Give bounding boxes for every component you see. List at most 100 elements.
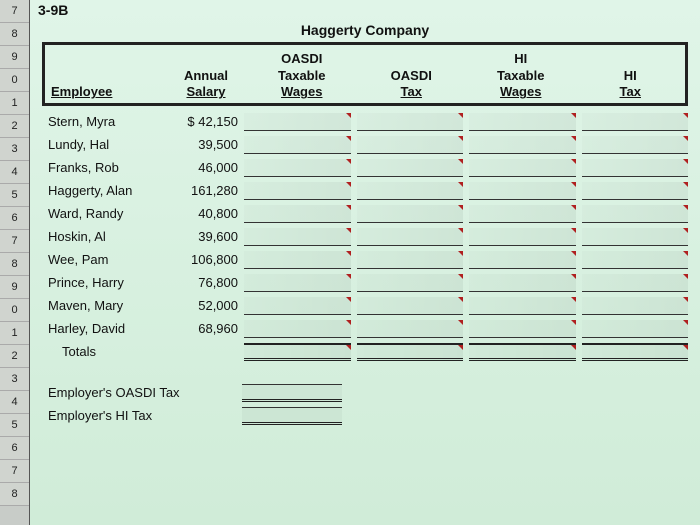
fill-cells	[244, 274, 688, 292]
table-row: Prince, Harry76,800	[42, 271, 688, 294]
row-number[interactable]: 5	[0, 414, 29, 437]
input-cell[interactable]	[582, 251, 689, 269]
input-cell[interactable]	[244, 205, 351, 223]
input-cell[interactable]	[244, 320, 351, 338]
data-body: Stern, Myra$ 42,150Lundy, Hal39,500Frank…	[42, 110, 688, 363]
row-number[interactable]: 1	[0, 92, 29, 115]
input-cell[interactable]	[357, 228, 464, 246]
input-cell[interactable]	[357, 159, 464, 177]
employee-name: Maven, Mary	[42, 298, 162, 313]
row-number[interactable]: 1	[0, 322, 29, 345]
input-cell[interactable]	[357, 182, 464, 200]
input-cell[interactable]	[244, 297, 351, 315]
input-cell[interactable]	[244, 182, 351, 200]
row-number[interactable]: 0	[0, 299, 29, 322]
input-cell[interactable]	[357, 297, 464, 315]
row-number[interactable]: 2	[0, 345, 29, 368]
table-row: Ward, Randy40,800	[42, 202, 688, 225]
col-hi-tax: HI Tax	[576, 45, 686, 103]
row-number[interactable]: 4	[0, 161, 29, 184]
input-cell[interactable]	[582, 320, 689, 338]
totals-cell[interactable]	[469, 343, 576, 361]
input-cell[interactable]	[469, 320, 576, 338]
input-cell[interactable]	[582, 136, 689, 154]
table-row: Stern, Myra$ 42,150	[42, 110, 688, 133]
annual-salary: 52,000	[162, 298, 244, 313]
input-cell[interactable]	[357, 251, 464, 269]
input-cell[interactable]	[469, 159, 576, 177]
employee-name: Ward, Randy	[42, 206, 162, 221]
col-oasdi-tax: OASDI Tax	[357, 45, 467, 103]
input-cell[interactable]	[244, 274, 351, 292]
input-cell[interactable]	[244, 159, 351, 177]
input-cell[interactable]	[469, 251, 576, 269]
row-number[interactable]: 8	[0, 483, 29, 506]
row-number[interactable]: 6	[0, 207, 29, 230]
input-cell[interactable]	[582, 113, 689, 131]
employee-name: Prince, Harry	[42, 275, 162, 290]
employer-hi-cell[interactable]	[242, 407, 342, 425]
input-cell[interactable]	[357, 274, 464, 292]
annual-salary: 68,960	[162, 321, 244, 336]
row-number[interactable]: 9	[0, 46, 29, 69]
input-cell[interactable]	[469, 113, 576, 131]
input-cell[interactable]	[357, 320, 464, 338]
input-cell[interactable]	[244, 113, 351, 131]
totals-cell[interactable]	[357, 343, 464, 361]
row-number[interactable]: 9	[0, 276, 29, 299]
spreadsheet-frame: 7890123456789012345678 3-9B Haggerty Com…	[0, 0, 700, 525]
employer-oasdi-cell[interactable]	[242, 384, 342, 402]
input-cell[interactable]	[357, 113, 464, 131]
fill-cells	[244, 182, 688, 200]
input-cell[interactable]	[582, 205, 689, 223]
employee-name: Franks, Rob	[42, 160, 162, 175]
problem-id: 3-9B	[30, 0, 700, 20]
row-number[interactable]: 8	[0, 253, 29, 276]
input-cell[interactable]	[357, 136, 464, 154]
totals-row: Totals	[42, 340, 688, 363]
input-cell[interactable]	[244, 251, 351, 269]
input-cell[interactable]	[469, 205, 576, 223]
input-cell[interactable]	[469, 136, 576, 154]
row-number[interactable]: 7	[0, 0, 29, 23]
totals-cell[interactable]	[582, 343, 689, 361]
input-cell[interactable]	[469, 182, 576, 200]
row-number[interactable]: 3	[0, 138, 29, 161]
annual-salary: 161,280	[162, 183, 244, 198]
row-number[interactable]: 6	[0, 437, 29, 460]
table-row: Harley, David68,960	[42, 317, 688, 340]
input-cell[interactable]	[582, 182, 689, 200]
row-number[interactable]: 8	[0, 23, 29, 46]
row-number[interactable]: 7	[0, 460, 29, 483]
row-number[interactable]: 7	[0, 230, 29, 253]
input-cell[interactable]	[469, 228, 576, 246]
fill-cells	[244, 320, 688, 338]
annual-salary: 39,600	[162, 229, 244, 244]
annual-salary: $ 42,150	[162, 114, 244, 129]
row-number[interactable]: 4	[0, 391, 29, 414]
col-hi-wages: HI Taxable Wages	[466, 45, 576, 103]
table-row: Maven, Mary52,000	[42, 294, 688, 317]
employer-oasdi-row: Employer's OASDI Tax	[42, 381, 688, 404]
fill-cells	[244, 113, 688, 131]
employer-hi-row: Employer's HI Tax	[42, 404, 688, 427]
annual-salary: 40,800	[162, 206, 244, 221]
totals-label: Totals	[42, 344, 162, 359]
input-cell[interactable]	[582, 228, 689, 246]
input-cell[interactable]	[582, 159, 689, 177]
table-row: Haggerty, Alan161,280	[42, 179, 688, 202]
input-cell[interactable]	[469, 297, 576, 315]
row-number[interactable]: 3	[0, 368, 29, 391]
row-number[interactable]: 0	[0, 69, 29, 92]
totals-cell[interactable]	[244, 343, 351, 361]
input-cell[interactable]	[244, 228, 351, 246]
input-cell[interactable]	[357, 205, 464, 223]
input-cell[interactable]	[469, 274, 576, 292]
row-number[interactable]: 2	[0, 115, 29, 138]
row-number[interactable]: 5	[0, 184, 29, 207]
employee-name: Hoskin, Al	[42, 229, 162, 244]
input-cell[interactable]	[582, 297, 689, 315]
input-cell[interactable]	[582, 274, 689, 292]
employee-name: Lundy, Hal	[42, 137, 162, 152]
input-cell[interactable]	[244, 136, 351, 154]
